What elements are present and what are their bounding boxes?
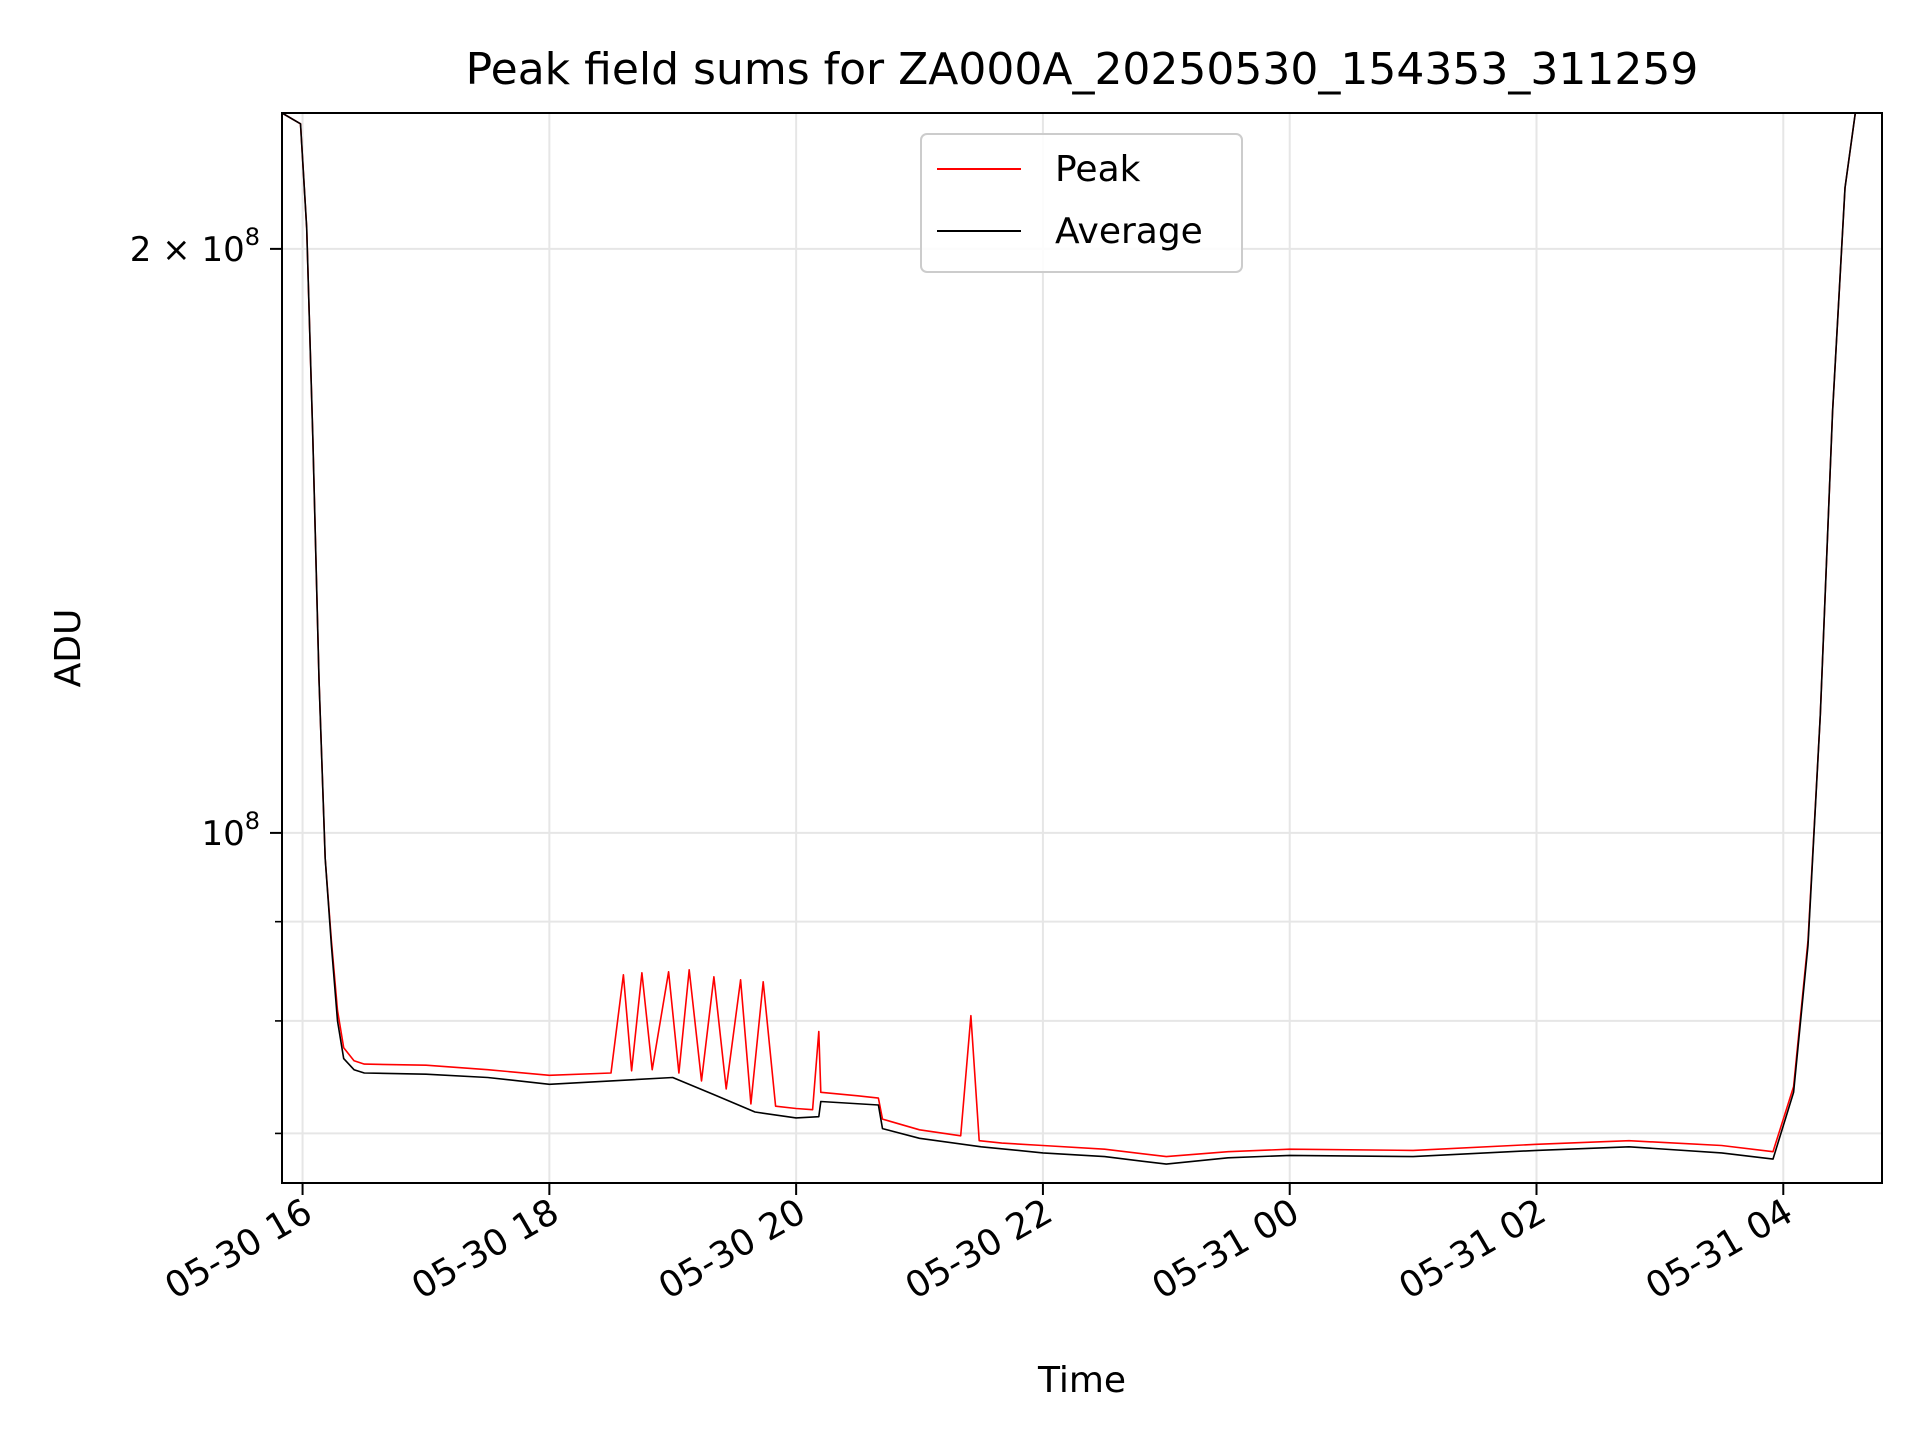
y-axis-title: ADU [48,609,89,688]
series-line-average [281,112,1882,1165]
y-tick-label: 108 [201,807,260,854]
legend: Peak Average [920,133,1243,273]
legend-peak-label: Peak [1055,149,1141,190]
chart-title: Peak field sums for ZA000A_20250530_1543… [466,44,1699,95]
legend-average-label: Average [1055,211,1203,252]
series-line-peak [281,112,1882,1158]
y-axis: 108 2 × 108 [130,223,282,1135]
x-axis-title: Time [1037,1360,1126,1401]
series-group [281,112,1882,1165]
grid [282,113,1882,1183]
y-tick-label: 2 × 108 [130,223,260,270]
plot-frame [281,112,1883,1184]
